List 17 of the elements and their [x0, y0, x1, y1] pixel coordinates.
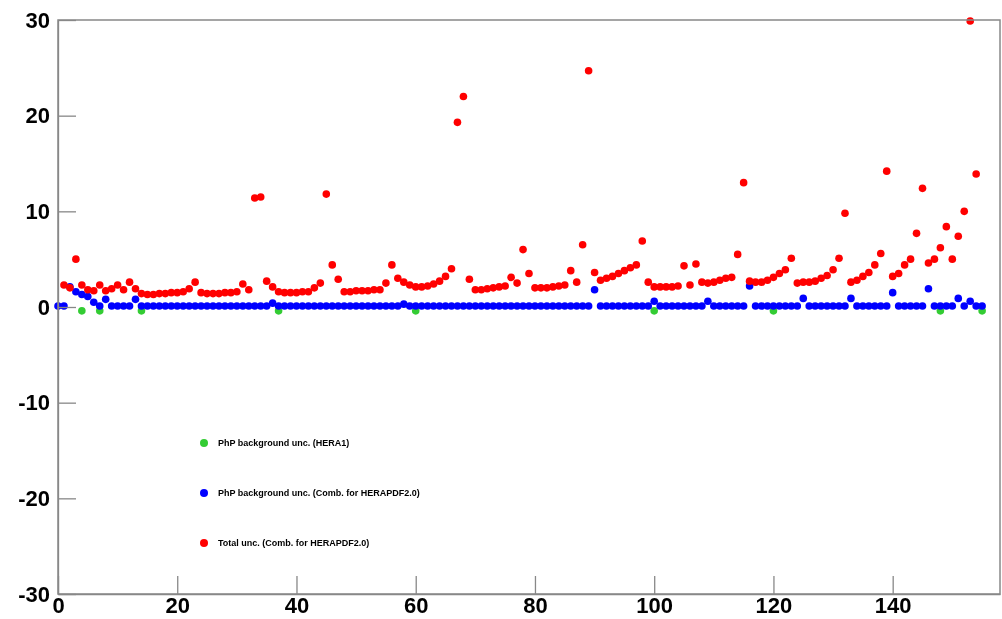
legend-label: PhP background unc. (HERA1): [218, 438, 350, 449]
x-tick-label: 100: [636, 593, 674, 619]
x-tick-label: 120: [755, 593, 793, 619]
x-tick-label: 40: [284, 593, 310, 619]
legend-label: PhP background unc. (Comb. for HERAPDF2.0): [218, 488, 420, 499]
y-tick-label: -10: [18, 390, 50, 416]
y-tick-label: 30: [25, 7, 50, 33]
y-tick-label: 20: [25, 103, 50, 129]
x-tick-label: 20: [165, 593, 190, 619]
y-tick-label: -20: [18, 485, 50, 511]
y-tick-label: 10: [25, 198, 50, 224]
x-tick-label: 80: [523, 593, 548, 619]
legend-label: Total unc. (Comb. for HERAPDF2.0): [218, 538, 370, 549]
x-tick-label: 140: [874, 593, 912, 619]
y-tick-label: -30: [18, 581, 50, 607]
y-tick-label: 0: [37, 294, 50, 320]
x-tick-label: 60: [403, 593, 429, 619]
